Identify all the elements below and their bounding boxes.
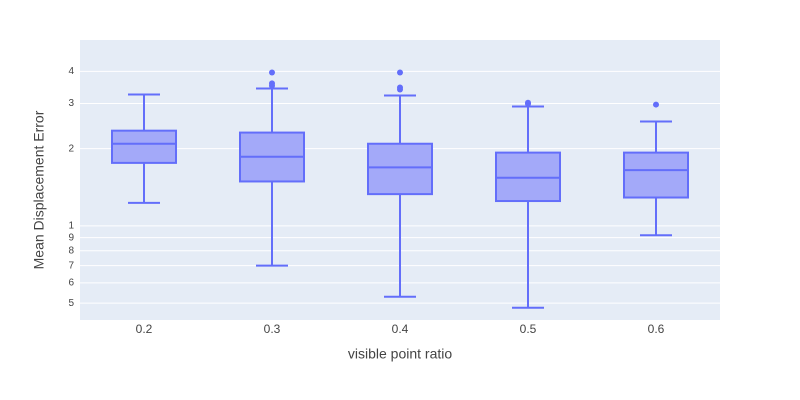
x-axis-title: visible point ratio	[348, 346, 452, 362]
x-tick-label: 0.4	[392, 322, 409, 336]
box	[623, 151, 689, 199]
y-tick-label: 5	[68, 298, 74, 309]
outlier	[397, 86, 403, 93]
x-tick-label: 0.3	[264, 322, 281, 336]
outlier	[397, 69, 403, 76]
y-axis-title: Mean Displacement Error	[31, 110, 47, 269]
y-tick-label: 9	[68, 232, 74, 243]
y-tick-label: 6	[68, 278, 74, 289]
y-tick-label: 2	[68, 143, 74, 154]
outlier	[269, 82, 275, 89]
box	[111, 129, 177, 164]
x-tick-label: 0.5	[520, 322, 537, 336]
outlier	[269, 69, 275, 76]
outlier	[653, 101, 659, 108]
y-tick-label: 3	[68, 98, 74, 109]
y-tick-label: 7	[68, 260, 74, 271]
outlier	[525, 100, 531, 107]
x-tick-label: 0.2	[136, 322, 153, 336]
y-tick-label: 1	[68, 221, 74, 232]
y-tick-label: 4	[68, 66, 74, 77]
x-tick-label: 0.6	[648, 322, 665, 336]
y-tick-label: 8	[68, 245, 74, 256]
box	[367, 142, 433, 196]
